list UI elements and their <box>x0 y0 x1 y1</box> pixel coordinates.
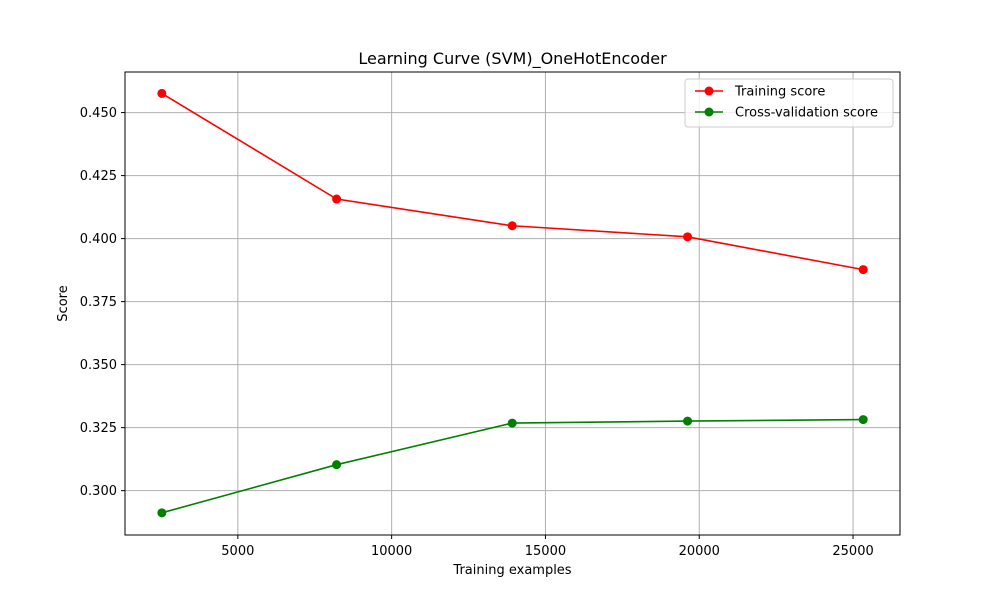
x-tick-label: 15000 <box>525 544 566 559</box>
data-point <box>332 460 342 470</box>
data-point <box>507 221 517 231</box>
y-tick-label: 0.425 <box>80 169 117 184</box>
x-axis-label: Training examples <box>452 563 571 578</box>
x-axis-ticks: 5000 10000 15000 20000 25000 <box>221 535 874 559</box>
y-tick-label: 0.450 <box>80 106 117 121</box>
y-tick-label: 0.300 <box>80 484 117 499</box>
legend-item: Training score <box>695 85 825 100</box>
data-point <box>332 194 342 204</box>
x-tick-label: 5000 <box>221 544 254 559</box>
x-tick-label: 25000 <box>832 544 873 559</box>
legend-label: Training score <box>734 85 825 100</box>
series-1 <box>157 415 868 518</box>
y-tick-label: 0.400 <box>80 232 117 247</box>
data-point <box>507 418 517 428</box>
legend-box <box>684 78 894 128</box>
legend-marker <box>704 86 714 96</box>
y-axis-ticks: 0.300 0.325 0.350 0.375 0.400 0.425 0.450 <box>80 106 125 499</box>
series-layer <box>157 88 868 518</box>
y-tick-label: 0.325 <box>80 421 117 436</box>
legend-label: Cross-validation score <box>735 106 878 121</box>
chart-title: Learning Curve (SVM)_OneHotEncoder <box>358 49 667 69</box>
data-point <box>157 88 167 98</box>
data-point <box>683 416 693 426</box>
y-tick-label: 0.350 <box>80 358 117 373</box>
grid-lines <box>125 72 900 535</box>
legend-item: Cross-validation score <box>695 106 878 121</box>
x-tick-label: 10000 <box>371 544 412 559</box>
series-0 <box>157 88 868 275</box>
x-tick-label: 20000 <box>679 544 720 559</box>
y-tick-label: 0.375 <box>80 295 117 310</box>
data-point <box>858 265 868 275</box>
legend: Training score Cross-validation score <box>684 78 894 128</box>
plot-frame <box>124 71 901 536</box>
data-point <box>683 232 693 242</box>
legend-marker <box>704 107 714 117</box>
data-point <box>157 508 167 518</box>
data-point <box>858 415 868 425</box>
y-axis-label: Score <box>56 285 71 321</box>
